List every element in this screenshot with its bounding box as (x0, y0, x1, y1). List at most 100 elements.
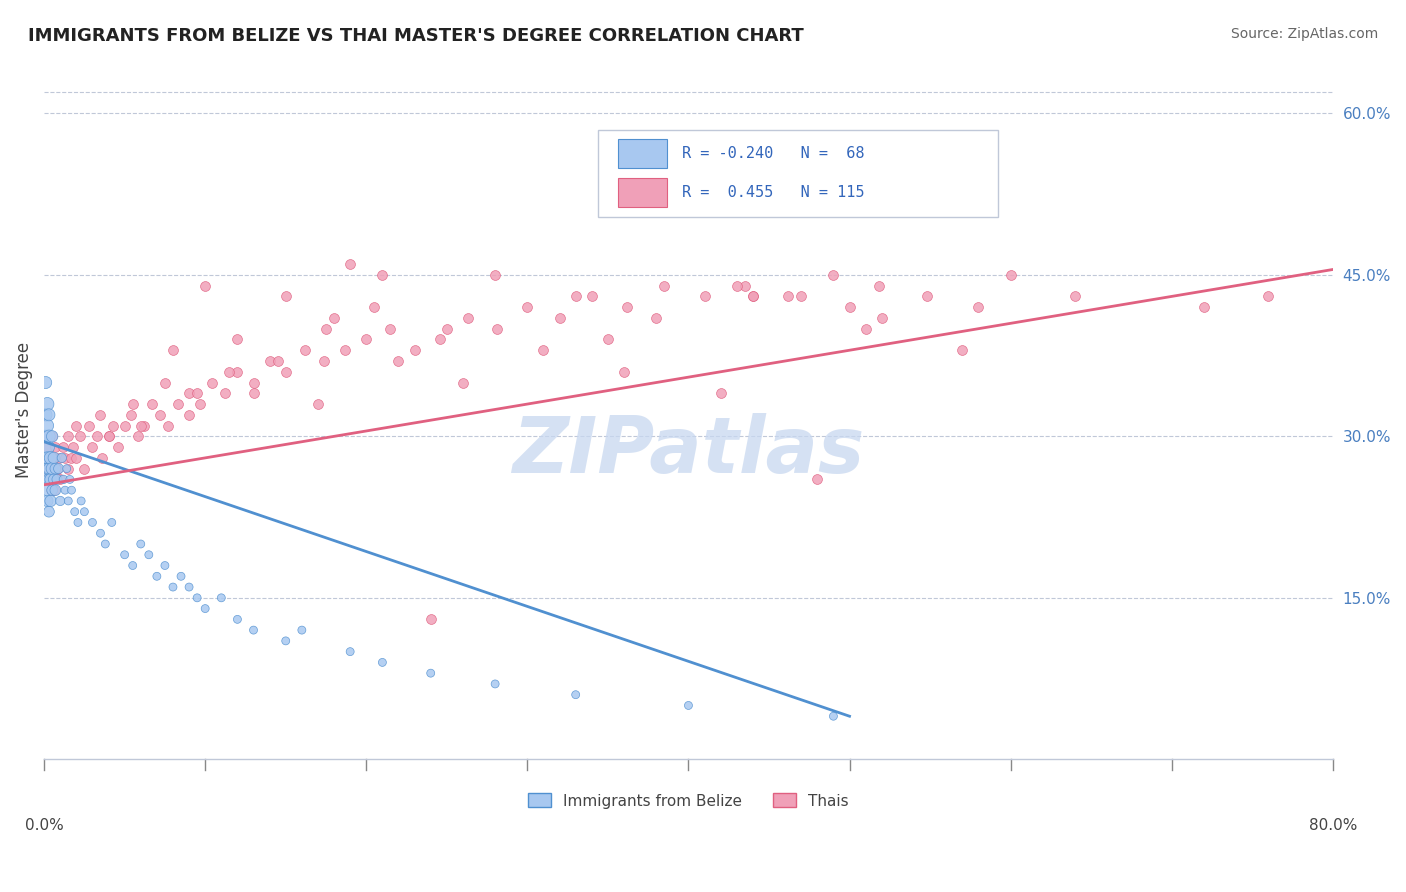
Point (870, 310, 893, 325)
Point (121, 397, 143, 411)
Point (516, 300, 538, 314)
Point (59, 472, 82, 486)
Point (387, 354, 409, 368)
Point (129, 418, 152, 433)
Point (419, 666, 441, 681)
Point (38, 450, 60, 465)
Point (226, 333, 249, 347)
Point (806, 472, 828, 486)
Point (114, 418, 136, 433)
FancyBboxPatch shape (617, 138, 666, 168)
Point (790, 289, 813, 303)
Point (37, 461, 59, 475)
Point (457, 310, 479, 325)
Point (37, 440, 59, 454)
Point (46, 472, 69, 486)
Point (37, 440, 59, 454)
Point (38, 408, 60, 422)
Point (226, 612, 249, 626)
Point (49, 472, 72, 486)
Point (678, 698, 700, 713)
Point (42, 483, 65, 498)
Point (950, 343, 973, 358)
Point (35, 408, 58, 422)
FancyBboxPatch shape (598, 129, 998, 217)
Point (37, 472, 59, 486)
Point (58, 461, 80, 475)
Point (37, 483, 59, 498)
Point (46, 461, 69, 475)
Point (190, 397, 212, 411)
Point (484, 268, 506, 282)
Point (35, 450, 58, 465)
Point (62, 440, 84, 454)
Point (339, 645, 361, 659)
Point (100, 516, 122, 530)
Point (46, 461, 69, 475)
Point (89, 408, 111, 422)
Point (48, 450, 70, 465)
Point (259, 354, 281, 368)
Point (323, 310, 346, 325)
Point (1192, 300, 1215, 314)
Point (242, 376, 264, 390)
Point (38, 429, 60, 443)
Point (484, 677, 506, 691)
Point (82, 516, 104, 530)
Point (42, 472, 65, 486)
Point (581, 289, 603, 303)
Point (242, 386, 264, 401)
Point (129, 537, 152, 551)
Point (38, 505, 60, 519)
Point (242, 623, 264, 637)
Point (371, 656, 394, 670)
Point (35, 472, 58, 486)
Point (120, 408, 142, 422)
Point (274, 365, 297, 379)
Point (616, 300, 638, 314)
Point (214, 386, 236, 401)
Point (35, 461, 58, 475)
Point (39, 450, 62, 465)
Point (138, 548, 160, 562)
Text: 0.0%: 0.0% (25, 819, 63, 833)
Point (201, 376, 224, 390)
Point (39, 472, 62, 486)
Point (70, 494, 93, 508)
Point (274, 289, 297, 303)
Point (73, 505, 96, 519)
Point (226, 365, 249, 379)
Point (741, 289, 763, 303)
Point (153, 376, 176, 390)
Point (49, 494, 72, 508)
Point (380, 322, 402, 336)
Point (66, 516, 89, 530)
Point (710, 386, 733, 401)
Point (315, 322, 337, 336)
Point (82, 440, 104, 454)
Legend: Immigrants from Belize, Thais: Immigrants from Belize, Thais (522, 788, 855, 814)
Point (97, 429, 120, 443)
Point (371, 268, 394, 282)
Point (42, 450, 65, 465)
Point (548, 310, 571, 325)
Point (613, 365, 636, 379)
Point (162, 580, 184, 594)
Point (94, 537, 117, 551)
Point (42, 450, 65, 465)
Point (38, 429, 60, 443)
Point (314, 354, 336, 368)
Point (52, 472, 75, 486)
Point (35, 429, 58, 443)
Point (86, 429, 108, 443)
Point (564, 688, 586, 702)
Point (339, 257, 361, 271)
Point (429, 333, 451, 347)
Point (967, 300, 990, 314)
Point (741, 289, 763, 303)
Point (91, 450, 114, 465)
Point (65, 450, 87, 465)
Text: IMMIGRANTS FROM BELIZE VS THAI MASTER'S DEGREE CORRELATION CHART: IMMIGRANTS FROM BELIZE VS THAI MASTER'S … (28, 27, 804, 45)
Point (186, 386, 208, 401)
Point (44, 440, 66, 454)
